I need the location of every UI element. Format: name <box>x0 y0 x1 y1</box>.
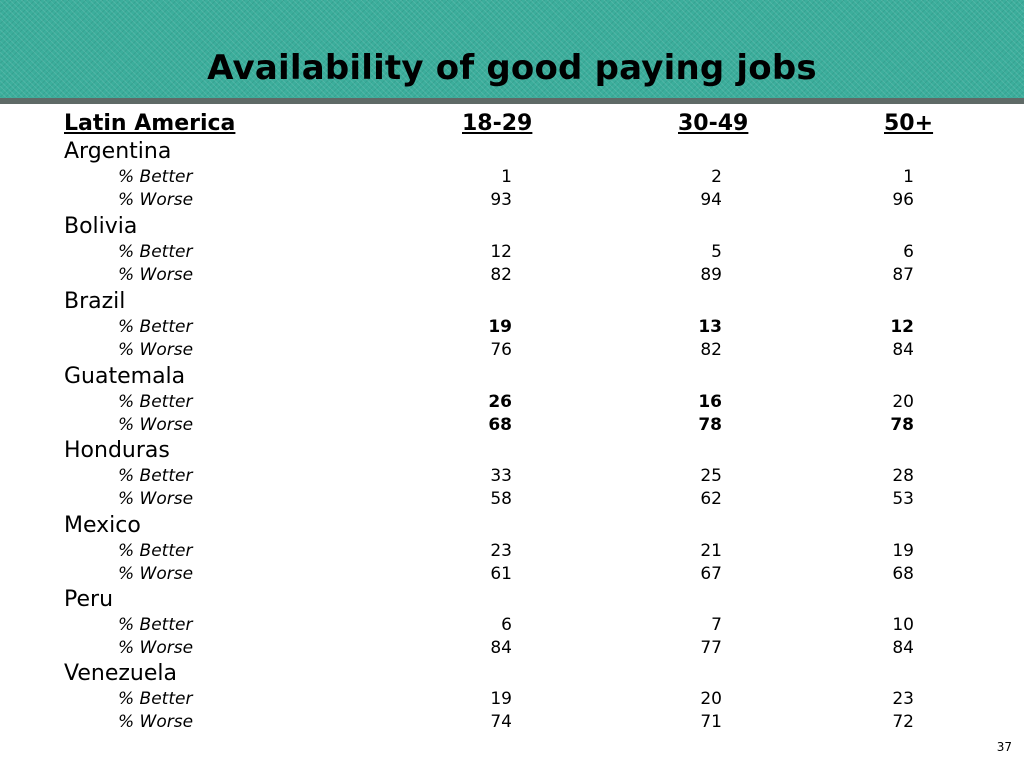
metric-label: % Worse <box>118 265 194 285</box>
value-cell: 71 <box>700 712 722 732</box>
value-cell: 76 <box>490 340 512 360</box>
value-cell: 23 <box>892 689 914 709</box>
country-name: Venezuela <box>64 661 177 686</box>
value-cell: 62 <box>700 489 722 509</box>
value-cell: 12 <box>490 242 512 262</box>
value-cell: 58 <box>490 489 512 509</box>
value-cell: 77 <box>700 638 722 658</box>
value-cell: 21 <box>700 541 722 561</box>
metric-label: % Worse <box>118 564 194 584</box>
value-cell: 61 <box>490 564 512 584</box>
value-cell: 13 <box>698 317 722 337</box>
metric-label: % Better <box>118 689 193 709</box>
value-cell: 19 <box>488 317 512 337</box>
metric-label: % Worse <box>118 190 194 210</box>
value-cell: 84 <box>892 638 914 658</box>
metric-label: % Worse <box>118 638 194 658</box>
value-cell: 7 <box>711 615 722 635</box>
header-age-50-plus: 50+ <box>884 111 934 136</box>
value-cell: 26 <box>488 392 512 412</box>
metric-label: % Better <box>118 317 193 337</box>
value-cell: 78 <box>890 415 914 435</box>
country-name: Brazil <box>64 289 126 314</box>
value-cell: 82 <box>700 340 722 360</box>
header-age-30-49: 30-49 <box>678 111 749 136</box>
banner-divider <box>0 98 1024 104</box>
value-cell: 53 <box>892 489 914 509</box>
value-cell: 19 <box>490 689 512 709</box>
value-cell: 82 <box>490 265 512 285</box>
value-cell: 78 <box>698 415 722 435</box>
value-cell: 68 <box>488 415 512 435</box>
value-cell: 72 <box>892 712 914 732</box>
metric-label: % Worse <box>118 489 194 509</box>
value-cell: 5 <box>711 242 722 262</box>
metric-label: % Better <box>118 615 193 635</box>
page-number: 37 <box>996 740 1012 754</box>
value-cell: 89 <box>700 265 722 285</box>
value-cell: 23 <box>490 541 512 561</box>
country-name: Honduras <box>64 438 170 463</box>
value-cell: 84 <box>892 340 914 360</box>
header-region: Latin America <box>64 111 236 136</box>
value-cell: 96 <box>892 190 914 210</box>
value-cell: 2 <box>711 167 722 187</box>
value-cell: 16 <box>698 392 722 412</box>
value-cell: 1 <box>903 167 914 187</box>
value-cell: 25 <box>700 466 722 486</box>
slide-title: Availability of good paying jobs <box>207 48 817 88</box>
country-name: Guatemala <box>64 364 186 389</box>
metric-label: % Better <box>118 466 193 486</box>
value-cell: 1 <box>501 167 512 187</box>
metric-label: % Better <box>118 242 193 262</box>
country-name: Bolivia <box>64 214 138 239</box>
value-cell: 10 <box>892 615 914 635</box>
value-cell: 12 <box>890 317 914 337</box>
value-cell: 74 <box>490 712 512 732</box>
value-cell: 20 <box>892 392 914 412</box>
value-cell: 19 <box>892 541 914 561</box>
value-cell: 94 <box>700 190 722 210</box>
value-cell: 6 <box>501 615 512 635</box>
value-cell: 6 <box>903 242 914 262</box>
metric-label: % Worse <box>118 415 194 435</box>
value-cell: 68 <box>892 564 914 584</box>
title-banner <box>0 0 1024 98</box>
value-cell: 28 <box>892 466 914 486</box>
metric-label: % Better <box>118 167 193 187</box>
value-cell: 87 <box>892 265 914 285</box>
value-cell: 67 <box>700 564 722 584</box>
value-cell: 20 <box>700 689 722 709</box>
value-cell: 33 <box>490 466 512 486</box>
country-name: Peru <box>64 587 114 612</box>
metric-label: % Better <box>118 541 193 561</box>
header-age-18-29: 18-29 <box>462 111 533 136</box>
country-name: Mexico <box>64 513 141 538</box>
value-cell: 84 <box>490 638 512 658</box>
metric-label: % Better <box>118 392 193 412</box>
value-cell: 93 <box>490 190 512 210</box>
metric-label: % Worse <box>118 712 194 732</box>
metric-label: % Worse <box>118 340 194 360</box>
country-name: Argentina <box>64 139 172 164</box>
